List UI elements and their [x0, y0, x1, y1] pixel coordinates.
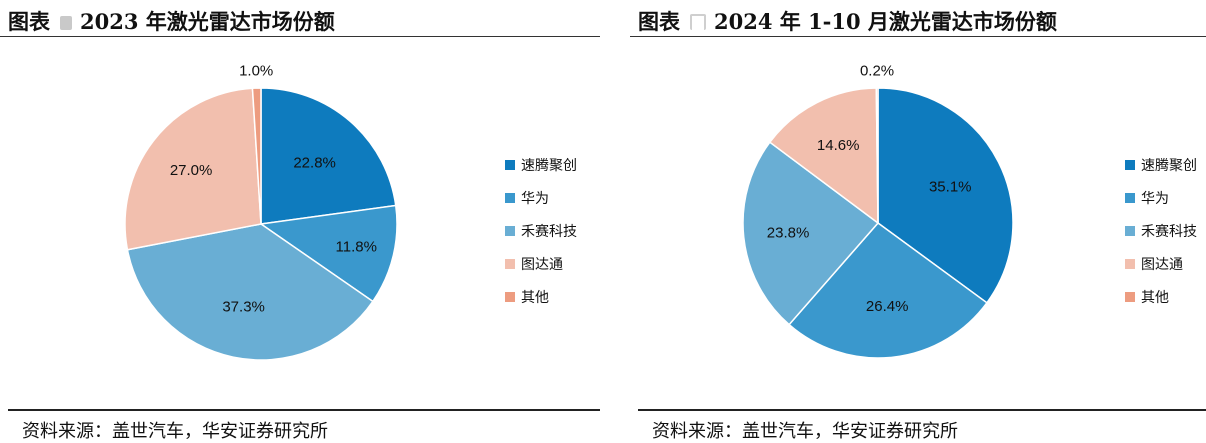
pie-slice: [788, 221, 988, 359]
title-text: 2024 年 1-10 月激光雷达市场份额: [714, 9, 1057, 34]
legend-item: 华为: [505, 181, 577, 214]
legend-label: 速腾聚创: [1141, 157, 1197, 174]
legend-item: 速腾聚创: [1125, 148, 1197, 181]
legend-label: 禾赛科技: [1141, 223, 1197, 240]
legend-swatch: [505, 291, 515, 302]
pie-slice: [742, 141, 880, 326]
legend-swatch: [505, 159, 515, 170]
legend-label: 华为: [521, 190, 549, 207]
legend-label: 图达通: [521, 256, 563, 273]
slice-data-label: 23.8%: [767, 224, 810, 241]
pie-slice: [875, 87, 879, 224]
legend: 速腾聚创华为禾赛科技图达通其他: [1125, 148, 1197, 313]
pie-slice: [251, 87, 262, 225]
legend-swatch: [1125, 258, 1135, 269]
source-divider: [8, 409, 600, 411]
pie-slice: [260, 87, 397, 225]
legend-item: 其他: [505, 280, 577, 313]
legend-item: 图达通: [1125, 247, 1197, 280]
pie-chart-2023: 22.8% 11.8% 37.3% 27.0% 1.0%: [124, 62, 398, 361]
legend-label: 禾赛科技: [521, 223, 577, 240]
pie-slice: [768, 87, 879, 225]
legend-label: 其他: [1141, 289, 1169, 306]
chart-panel-2023: 图表 2023 年激光雷达市场份额 22.8% 11.8% 37.3% 27.0% 1.0…: [0, 0, 600, 443]
legend-swatch: [1125, 291, 1135, 302]
chart-panel-2024: 图表 2024 年 1-10 月激光雷达市场份额 35.1% 26.4% 23.8% 1…: [630, 0, 1206, 443]
title-prefix: 图表: [8, 9, 50, 34]
chart-title: 图表 2023 年激光雷达市场份额: [8, 6, 335, 36]
legend-item: 禾赛科技: [1125, 214, 1197, 247]
title-divider: [630, 36, 1206, 37]
pie-slice: [124, 87, 262, 251]
pie-slice: [258, 204, 398, 303]
figure-number-marker: [690, 14, 706, 30]
pie-chart-2024: 35.1% 26.4% 23.8% 14.6% 0.2%: [742, 62, 1014, 359]
legend-item: 其他: [1125, 280, 1197, 313]
chart-title: 图表 2024 年 1-10 月激光雷达市场份额: [638, 6, 1057, 36]
legend-label: 华为: [1141, 190, 1169, 207]
slice-data-label: 0.2%: [860, 62, 894, 79]
legend-label: 速腾聚创: [521, 157, 577, 174]
source-note: 资料来源：盖世汽车，华安证券研究所: [652, 421, 958, 442]
figure-number-marker: [60, 16, 72, 30]
legend-swatch: [505, 225, 515, 236]
legend-swatch: [505, 258, 515, 269]
title-divider: [0, 36, 600, 37]
slice-data-label: 22.8%: [293, 154, 336, 171]
source-divider: [638, 409, 1206, 411]
legend-swatch: [1125, 159, 1135, 170]
slice-data-label: 26.4%: [866, 298, 909, 315]
pie-slice: [126, 223, 374, 361]
legend-item: 图达通: [505, 247, 577, 280]
legend-item: 速腾聚创: [505, 148, 577, 181]
legend-swatch: [505, 192, 515, 203]
legend-label: 其他: [521, 289, 549, 306]
slice-data-label: 35.1%: [929, 178, 972, 195]
slice-data-label: 37.3%: [222, 299, 265, 316]
legend-swatch: [1125, 225, 1135, 236]
legend-item: 禾赛科技: [505, 214, 577, 247]
pie-slice: [877, 87, 1014, 304]
title-prefix: 图表: [638, 9, 680, 34]
legend-label: 图达通: [1141, 256, 1183, 273]
source-note: 资料来源：盖世汽车，华安证券研究所: [22, 421, 328, 442]
legend-swatch: [1125, 192, 1135, 203]
slice-data-label: 27.0%: [170, 162, 213, 179]
legend-item: 华为: [1125, 181, 1197, 214]
slice-data-label: 11.8%: [336, 239, 377, 256]
legend: 速腾聚创华为禾赛科技图达通其他: [505, 148, 577, 313]
title-text: 2023 年激光雷达市场份额: [80, 9, 335, 34]
slice-data-label: 1.0%: [239, 62, 273, 79]
slice-data-label: 14.6%: [817, 137, 860, 154]
